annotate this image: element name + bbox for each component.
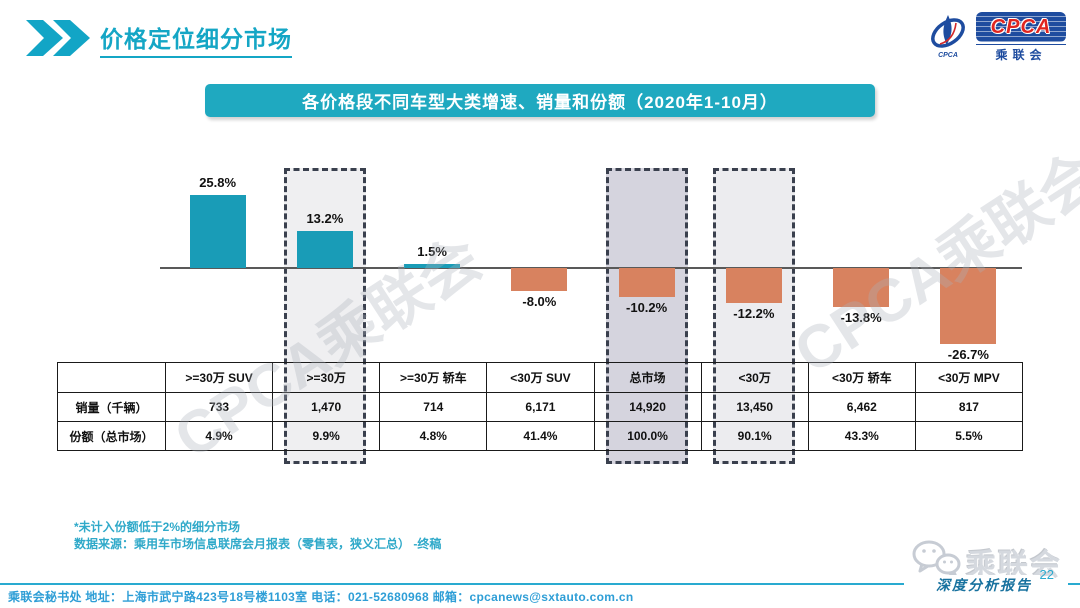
bar-value-label: -13.8% [840,310,882,326]
table-cell: 13,450 [700,392,809,422]
cpca-logo-text: CPCA [990,15,1052,38]
footer-contact-info: 乘联会秘书处 地址：上海市武宁路423号18号楼1103室 电话：021-526… [8,590,634,604]
table-cell: 6,171 [486,392,595,422]
bar-value-label: 13.2% [306,210,344,226]
bar [940,268,997,344]
bar-value-label: 1.5% [417,243,447,259]
table-column-header: <30万 SUV [486,362,595,393]
table-cell: 714 [379,392,488,422]
footnote-line2: 数据来源：乘用车市场信息联席会月报表（零售表，狭义汇总） -终稿 [74,537,442,551]
bar-value-label: -10.2% [626,299,668,315]
bar-value-label: -26.7% [947,346,989,362]
table-row: 份额（总市场） 4.9% 9.9% 4.8% 41.4% 100.0% 90.1% 43.3%… [57,421,1024,451]
table-cell: 9.9% [272,421,381,451]
table-column-header: <30万 轿车 [807,362,916,393]
table-cell: 6,462 [807,392,916,422]
bar-value-label: -12.2% [733,305,775,321]
emblem-caption: CPCA [938,52,958,59]
table-cell: 14,920 [593,392,702,422]
bar [296,230,353,268]
table-cell: 5.5% [914,421,1024,451]
bar-value-label: 25.8% [199,174,237,190]
table-cell: 100.0% [593,421,702,451]
bar [618,268,675,297]
bar [511,268,568,291]
cpca-org-name: 乘联会 [976,44,1066,63]
bar [833,268,890,308]
report-series-label: 深度分析报告 [928,575,1040,595]
table-cell: 1,470 [272,392,381,422]
table-row-label: 销量（千辆） [57,392,166,422]
table-cell: 733 [164,392,274,422]
chart-title-banner: 各价格段不同车型大类增速、销量和份额（2020年1-10月） [205,84,875,117]
table-column-header: >=30万 轿车 [379,362,488,393]
table-column-header: 总市场 [593,362,702,393]
table-column-header: >=30万 SUV [164,362,274,393]
table-cell: 43.3% [807,421,916,451]
table-row: 销量（千辆） 733 1,470 714 6,171 14,920 13,450 6,462 8… [57,392,1024,422]
table-cell: 90.1% [700,421,809,451]
chart-title: 各价格段不同车型大类增速、销量和份额（2020年1-10月） [302,93,778,112]
page-title: 价格定位细分市场 [100,20,292,58]
table-column-header: >=30万 [272,362,381,393]
bar [189,194,246,268]
bar [725,268,782,303]
footnotes: *未计入份额低于2%的细分市场 数据来源：乘用车市场信息联席会月报表（零售表，狭… [74,519,441,553]
footnote-line1: *未计入份额低于2%的细分市场 [74,520,241,534]
double-chevron-icon [26,18,96,63]
bar-value-label: -8.0% [522,293,557,309]
table-row-label: 份额（总市场） [57,421,166,451]
data-table: >=30万 SUV >=30万 >=30万 轿车 <30万 SUV 总市场 <30万 <30… [57,362,1024,451]
zero-axis-line [160,267,1022,269]
table-cell: 4.8% [379,421,488,451]
table-cell: 817 [914,392,1024,422]
cpca-emblem-icon: CPCA [925,12,971,59]
table-corner-cell [57,362,166,393]
table-column-header: <30万 MPV [914,362,1024,393]
footer-divider [0,583,1080,585]
table-cell: 41.4% [486,421,595,451]
cpca-logo: CPCA CPCA 乘联会 [925,12,1066,63]
wechat-icon [910,538,962,585]
table-column-header: <30万 [700,362,809,393]
page-number: 22 [1039,567,1054,582]
bar [404,263,461,268]
table-cell: 4.9% [164,421,274,451]
cpca-logo-box: CPCA [976,12,1066,42]
